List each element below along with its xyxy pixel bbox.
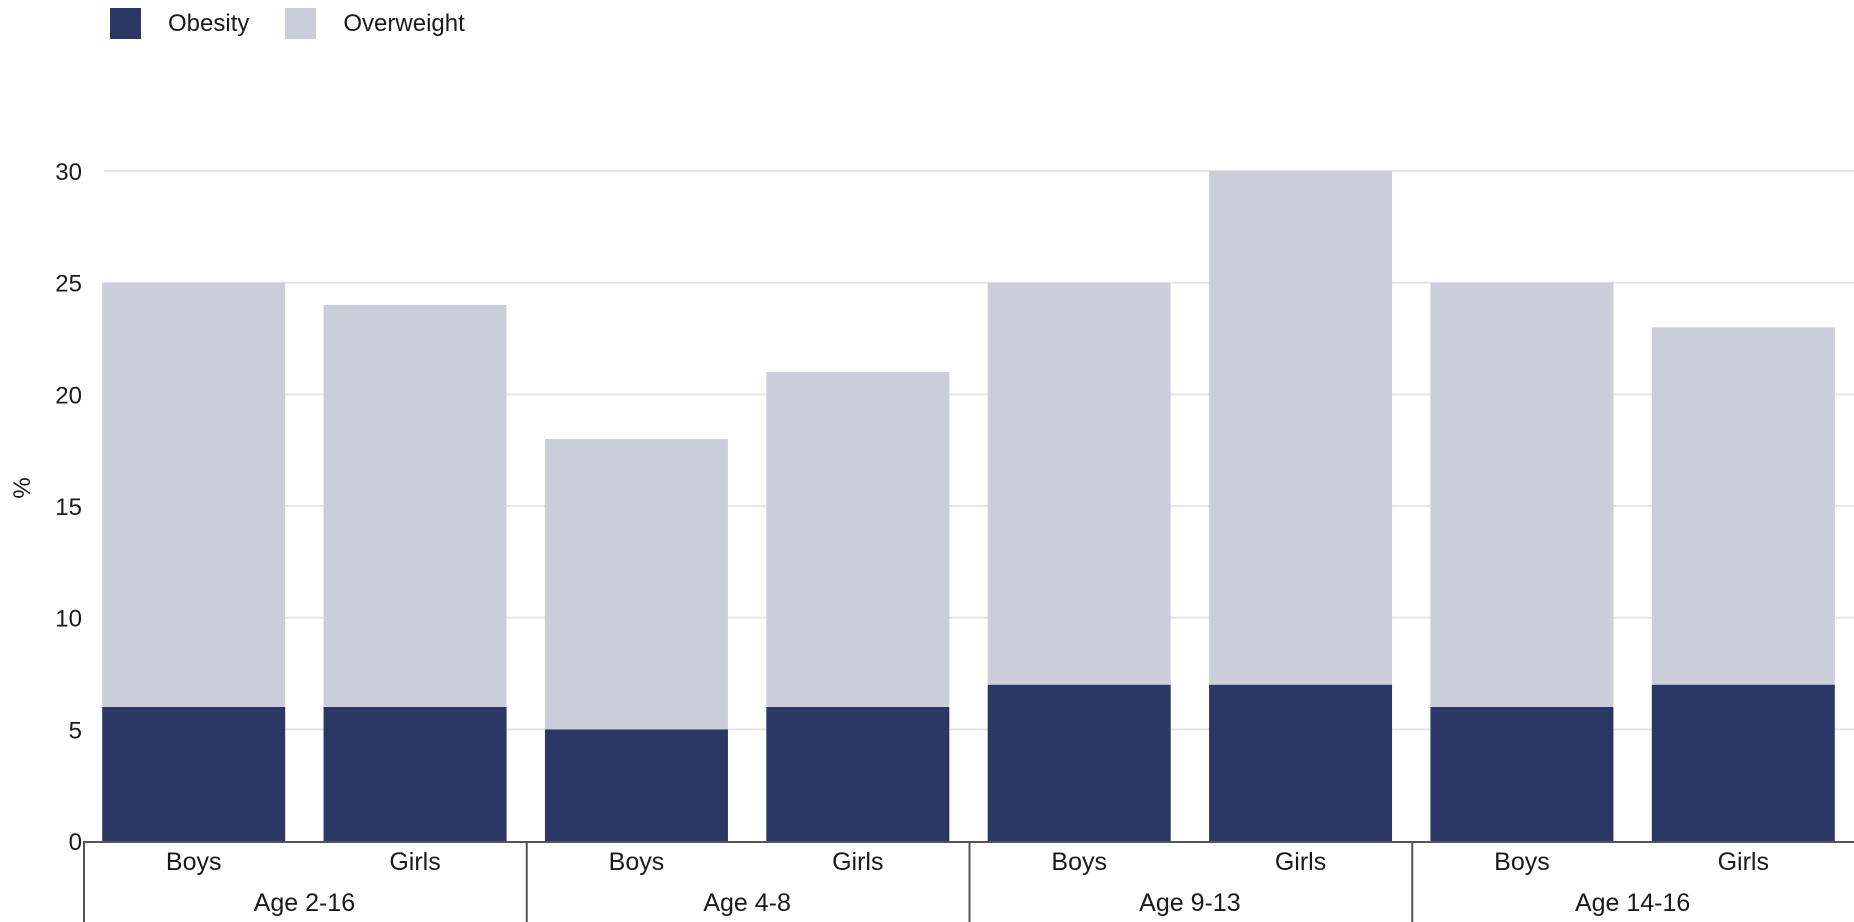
bar-overweight[interactable] (102, 282, 286, 707)
x-category-label: Girls (832, 848, 883, 876)
x-group-label: Age 14-16 (1575, 889, 1690, 917)
legend-swatch-overweight (285, 8, 317, 39)
y-axis-label: % (9, 477, 36, 498)
x-group-label: Age 2-16 (254, 889, 355, 917)
bar-obesity[interactable] (1209, 684, 1393, 841)
bar-obesity[interactable] (544, 729, 728, 841)
axes: 0 5 10 15 20 25 30 Boys Girls Boys Girls Boys Girls B… (55, 159, 1854, 922)
y-tick-label: 5 (69, 717, 82, 744)
x-category-label: Boys (1494, 848, 1550, 876)
x-category-label: Girls (1718, 848, 1769, 876)
bar-overweight[interactable] (544, 439, 728, 730)
bar-obesity[interactable] (102, 707, 286, 841)
x-category-label: Boys (609, 848, 665, 876)
legend-item-obesity[interactable]: Obesity (110, 8, 249, 39)
x-group-label: Age 4-8 (703, 889, 791, 917)
y-tick-label: 20 (55, 382, 82, 409)
bar-obesity[interactable] (766, 707, 950, 841)
y-tick-label: 10 (55, 606, 82, 633)
bar-obesity[interactable] (1651, 684, 1835, 841)
bar-overweight[interactable] (1209, 171, 1393, 685)
y-tick-label: 30 (55, 159, 82, 186)
bar-overweight[interactable] (323, 305, 507, 707)
legend-item-overweight[interactable]: Overweight (285, 8, 465, 39)
legend-label-overweight: Overweight (343, 9, 465, 37)
x-category-label: Boys (166, 848, 222, 876)
y-tick-label: 25 (55, 271, 82, 298)
legend-label-obesity: Obesity (168, 9, 250, 37)
bar-overweight[interactable] (766, 372, 950, 707)
bar-overweight[interactable] (1430, 282, 1614, 707)
y-tick-label: 0 (69, 829, 82, 856)
x-category-label: Boys (1051, 848, 1107, 876)
bars (102, 171, 1835, 841)
bar-overweight[interactable] (1651, 327, 1835, 685)
bar-overweight[interactable] (987, 282, 1171, 685)
chart-legend: Obesity Overweight (110, 8, 501, 39)
y-tick-label: 15 (55, 494, 82, 521)
legend-swatch-obesity (110, 8, 141, 39)
x-category-label: Girls (389, 848, 440, 876)
x-category-label: Girls (1275, 848, 1326, 876)
x-group-label: Age 9-13 (1139, 889, 1240, 917)
bar-obesity[interactable] (987, 684, 1171, 841)
bar-obesity[interactable] (323, 707, 507, 841)
bar-obesity[interactable] (1430, 707, 1614, 841)
